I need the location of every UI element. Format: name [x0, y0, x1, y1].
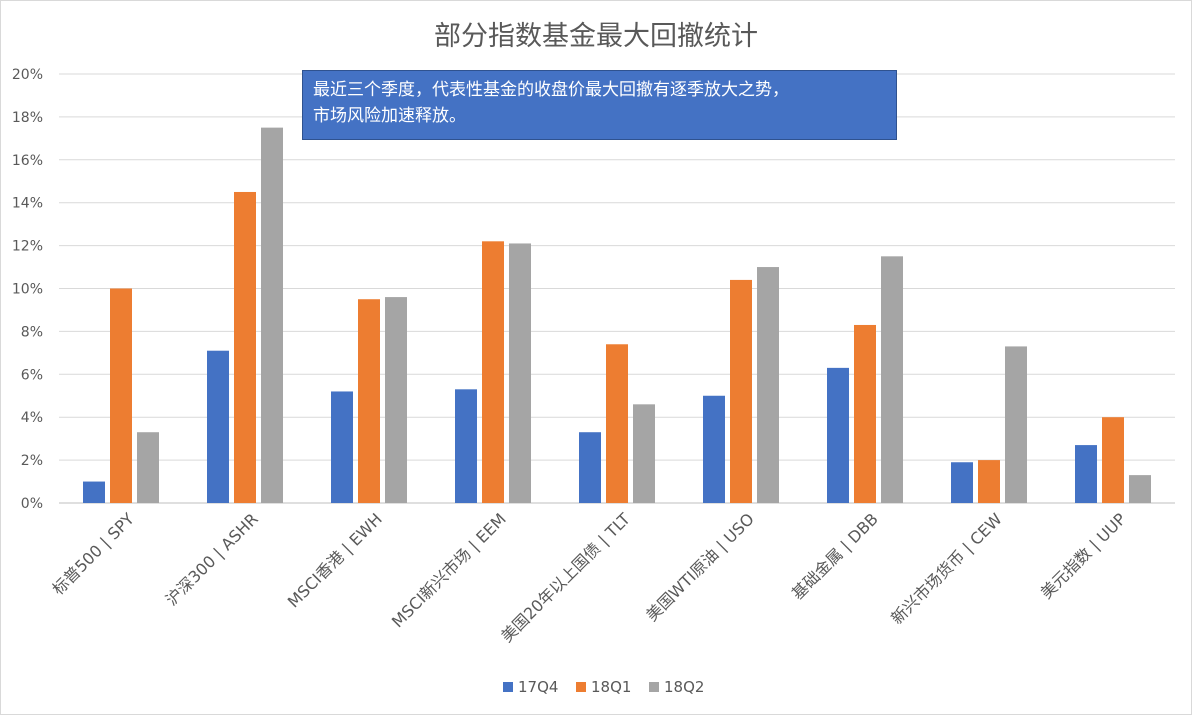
legend-label: 18Q1 — [591, 678, 631, 696]
bar-18Q2-5 — [757, 267, 779, 503]
bar-18Q1-8 — [1102, 417, 1124, 503]
bar-17Q4-3 — [455, 389, 477, 503]
bar-17Q4-6 — [827, 367, 849, 503]
bar-18Q1-4 — [606, 344, 628, 503]
y-tick-label: 8% — [21, 324, 43, 340]
bar-18Q2-6 — [881, 256, 903, 503]
legend: 17Q4 18Q1 18Q2 — [503, 678, 704, 696]
bar-18Q1-3 — [482, 241, 504, 503]
y-tick-label: 0% — [21, 496, 43, 512]
bar-18Q1-7 — [978, 460, 1000, 503]
x-tick-label: MSCI新兴市场 | EEM — [388, 509, 510, 631]
annotation-line-1: 最近三个季度，代表性基金的收盘价最大回撤有逐季放大之势， — [313, 80, 789, 100]
legend-swatch — [503, 682, 513, 692]
y-tick-label: 10% — [12, 282, 43, 298]
bar-18Q2-0 — [137, 432, 159, 503]
bar-18Q1-5 — [730, 279, 752, 503]
bar-18Q2-3 — [509, 243, 531, 503]
annotation-line-2: 市场风险加速释放。 — [313, 106, 466, 126]
y-tick-label: 6% — [21, 367, 43, 383]
bar-18Q2-4 — [633, 404, 655, 503]
bar-17Q4-0 — [83, 481, 105, 503]
y-tick-label: 20% — [12, 67, 43, 83]
y-axis: 0% 2% 4% 6% 8% 10% 12% 14% 16% 18% 20% — [12, 67, 43, 512]
bar-18Q2-1 — [261, 127, 283, 503]
bar-18Q2-7 — [1005, 346, 1027, 503]
y-tick-label: 16% — [12, 153, 43, 169]
bar-17Q4-4 — [579, 432, 601, 503]
legend-swatch — [576, 682, 586, 692]
legend-label: 18Q2 — [664, 678, 704, 696]
x-tick-label: 标普500 | SPY — [48, 509, 137, 598]
bar-18Q2-2 — [385, 297, 407, 503]
bar-18Q2-8 — [1129, 475, 1151, 503]
x-tick-label: 基础金属 | DBB — [788, 509, 882, 603]
bar-18Q1-0 — [110, 288, 132, 503]
bar-18Q1-6 — [854, 324, 876, 503]
y-tick-label: 12% — [12, 239, 43, 255]
y-tick-label: 2% — [21, 453, 43, 469]
bar-18Q1-1 — [234, 191, 256, 503]
bar-17Q4-7 — [951, 462, 973, 503]
bar-17Q4-2 — [331, 391, 353, 503]
x-tick-label: 新兴市场货币 | CEW — [887, 509, 1006, 628]
y-tick-label: 4% — [21, 410, 43, 426]
x-tick-label: 沪深300 | ASHR — [162, 509, 262, 609]
x-tick-label: MSCI香港 | EWH — [284, 509, 386, 611]
bar-18Q1-2 — [358, 299, 380, 503]
y-tick-label: 18% — [12, 110, 43, 126]
x-tick-label: 美国20年以上国债 | TLT — [497, 509, 634, 646]
x-axis: 标普500 | SPY 沪深300 | ASHR MSCI香港 | EWH MSCI新… — [48, 509, 1130, 646]
bar-17Q4-5 — [703, 395, 725, 503]
legend-swatch — [649, 682, 659, 692]
bar-17Q4-8 — [1075, 445, 1097, 503]
y-tick-label: 14% — [12, 196, 43, 212]
x-tick-label: 美国WTI原油 | USO — [642, 509, 758, 625]
bars — [83, 127, 1151, 503]
bar-17Q4-1 — [207, 350, 229, 503]
annotation-callout: 最近三个季度，代表性基金的收盘价最大回撤有逐季放大之势， 市场风险加速释放。 — [302, 70, 897, 140]
chart-title: 部分指数基金最大回撤统计 — [434, 21, 758, 52]
x-tick-label: 美元指数 | UUP — [1037, 509, 1130, 602]
legend-label: 17Q4 — [518, 678, 558, 696]
